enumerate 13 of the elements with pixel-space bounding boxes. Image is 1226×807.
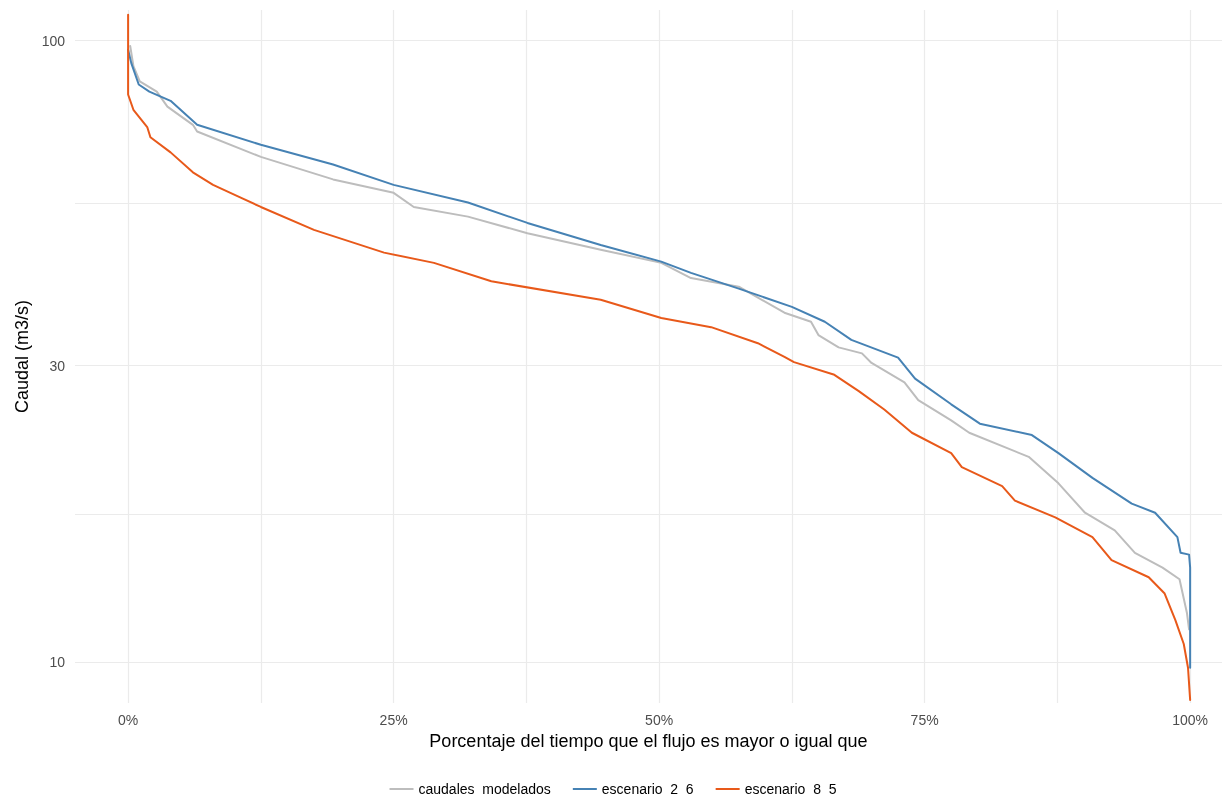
x-tick-label: 50% [645, 712, 674, 728]
y-tick-label: 10 [49, 654, 66, 671]
legend-label: caudales modelados [418, 781, 551, 797]
y-tick-label: 100 [41, 32, 66, 49]
x-tick-label: 25% [379, 712, 408, 728]
x-tick-label: 0% [117, 712, 139, 728]
y-tick-label: 30 [49, 357, 66, 374]
legend-label: escenario 2 6 [601, 781, 694, 797]
y-axis-title: Caudal (m3/s) [11, 299, 32, 414]
x-axis-title: Porcentaje del tiempo que el flujo es mayor o igual que [429, 730, 868, 751]
x-tick-label: 75% [910, 712, 939, 728]
legend-label: escenario 8 5 [744, 781, 837, 797]
x-tick-label: 100% [1172, 712, 1209, 728]
